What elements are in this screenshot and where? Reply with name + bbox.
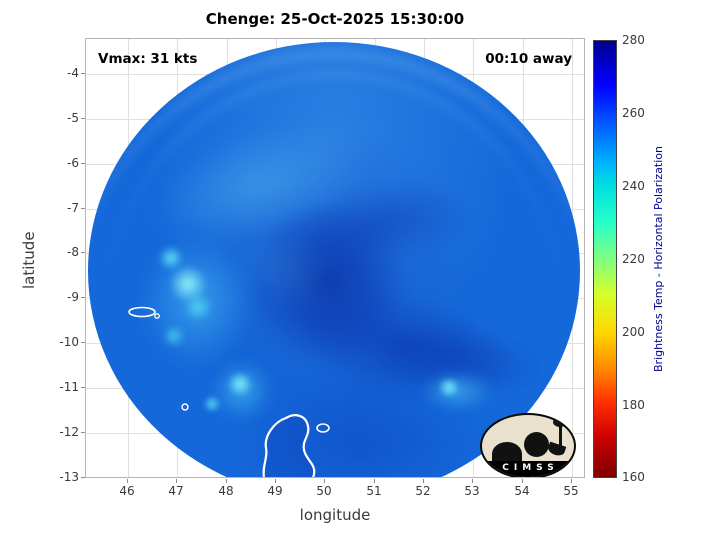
colorbar-tick-label: 260 (622, 106, 645, 120)
y-tick-label: -5 (67, 111, 79, 125)
x-tickmark (176, 479, 177, 483)
y-tick-label: -12 (59, 425, 79, 439)
cimss-logo-text: CIMSS (482, 461, 574, 477)
x-tickmark (127, 479, 128, 483)
y-tickmark (81, 73, 85, 74)
y-tick-label: -9 (67, 290, 79, 304)
madagascar-coastline (262, 414, 330, 477)
y-tickmark (81, 387, 85, 388)
colorbar (593, 40, 617, 478)
radome-sphere-icon (524, 432, 549, 457)
x-tickmark (522, 479, 523, 483)
x-tickmark (472, 479, 473, 483)
convective-cell (158, 246, 184, 270)
y-tickmark (81, 477, 85, 478)
countdown-annotation: 00:10 away (485, 51, 572, 67)
convective-cell (226, 373, 254, 395)
chart-title: Chenge: 25-Oct-2025 15:30:00 (205, 10, 465, 28)
y-tick-label: -13 (59, 470, 79, 484)
x-tick-label: 55 (563, 484, 579, 498)
colorbar-tick-label: 180 (622, 398, 645, 412)
colorbar-tick-label: 200 (622, 325, 645, 339)
x-tick-label: 47 (168, 484, 184, 498)
y-tickmark (81, 118, 85, 119)
x-tick-label: 48 (218, 484, 234, 498)
y-tick-label: -7 (67, 201, 79, 215)
colorbar-tick-label: 220 (622, 252, 645, 266)
x-tickmark (374, 479, 375, 483)
y-tickmark (81, 163, 85, 164)
x-tickmark (226, 479, 227, 483)
y-tickmark (81, 208, 85, 209)
x-tick-label: 46 (119, 484, 135, 498)
x-tickmark (571, 479, 572, 483)
x-tick-label: 49 (267, 484, 283, 498)
y-tick-label: -11 (59, 380, 79, 394)
x-axis-label: longitude (299, 506, 371, 524)
plot-area: Vmax: 31 kts 00:10 away CIMSS (85, 38, 585, 478)
y-axis-label: latitude (20, 231, 38, 289)
colorbar-tick-label: 160 (622, 470, 645, 484)
colorbar-tick-label: 240 (622, 179, 645, 193)
colorbar-tick-label: 280 (622, 33, 645, 47)
y-tick-label: -6 (67, 156, 79, 170)
x-tick-label: 50 (316, 484, 332, 498)
x-tickmark (423, 479, 424, 483)
convective-cell (202, 396, 222, 412)
x-tick-label: 54 (514, 484, 530, 498)
convective-cell (183, 294, 213, 320)
y-tickmark (81, 342, 85, 343)
satellite-swath-disk (88, 42, 580, 477)
convective-cell (436, 379, 462, 396)
colorbar-axis-label: Brightness Temp - Horizontal Polarizatio… (652, 146, 665, 372)
x-tick-label: 53 (464, 484, 480, 498)
y-tick-label: -4 (67, 66, 79, 80)
x-tickmark (324, 479, 325, 483)
water-tower-tank-icon (553, 417, 567, 427)
island-coastline (128, 306, 160, 319)
islet-coastline (181, 403, 189, 411)
vmax-annotation: Vmax: 31 kts (98, 51, 198, 67)
convective-cell (162, 326, 186, 346)
satellite-dish-icon (546, 441, 567, 458)
water-tower-mast-icon (559, 423, 562, 449)
cimss-logo: CIMSS (480, 413, 576, 477)
y-tickmark (81, 297, 85, 298)
y-tick-label: -8 (67, 245, 79, 259)
scan-arc-texture (100, 70, 568, 477)
y-tickmark (81, 252, 85, 253)
x-tickmark (275, 479, 276, 483)
x-tick-label: 51 (366, 484, 382, 498)
x-tick-label: 52 (415, 484, 431, 498)
y-tickmark (81, 432, 85, 433)
y-tick-label: -10 (59, 335, 79, 349)
